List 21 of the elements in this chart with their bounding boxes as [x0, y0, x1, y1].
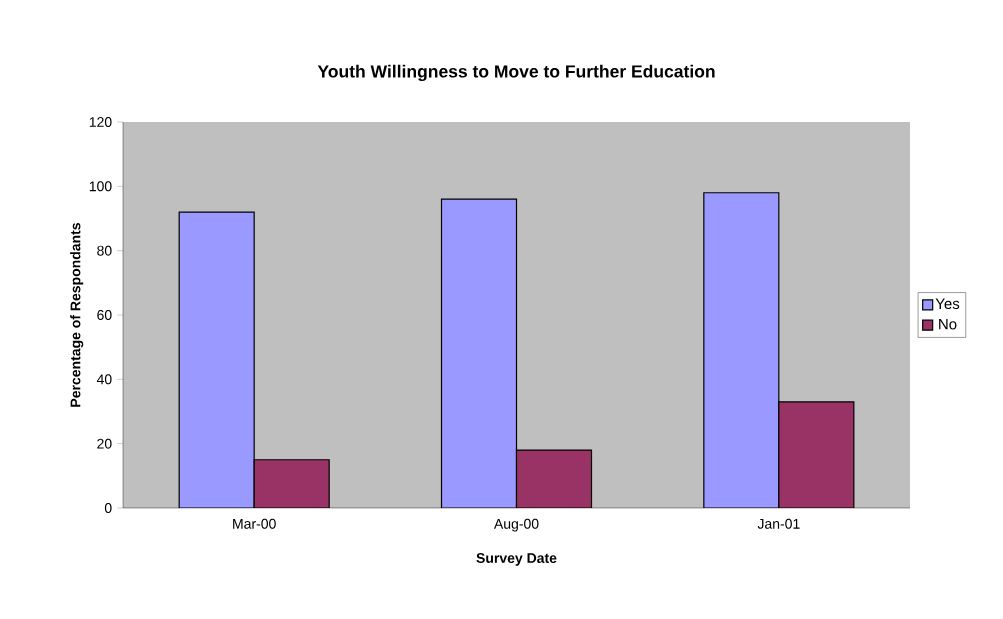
y-axis-title: Percentage of Respondants: [70, 223, 84, 407]
y-tick-label: 120: [89, 117, 112, 127]
y-tick-label: 40: [96, 374, 112, 385]
y-tick-label: 80: [97, 245, 112, 256]
bar: [440, 198, 518, 508]
x-axis-title: Survey Date: [476, 553, 557, 566]
legend-label: Yes: [935, 298, 960, 310]
x-tick-label: Aug-00: [493, 518, 539, 532]
chart-title: Youth Willingness to Move to Further Education: [317, 64, 715, 82]
x-tick-label: Mar-00: [233, 518, 276, 529]
bar: [178, 211, 255, 508]
legend-label: No: [939, 319, 957, 330]
y-tick-label: 60: [97, 310, 112, 320]
y-tick-label: 20: [97, 438, 112, 449]
x-tick-label: Jan-01: [757, 518, 800, 529]
bar: [253, 459, 330, 508]
bar: [703, 192, 780, 508]
y-tick-label: 0: [104, 503, 112, 513]
bar: [778, 401, 855, 508]
y-tick-label: 100: [89, 181, 112, 192]
bar: [515, 449, 593, 508]
